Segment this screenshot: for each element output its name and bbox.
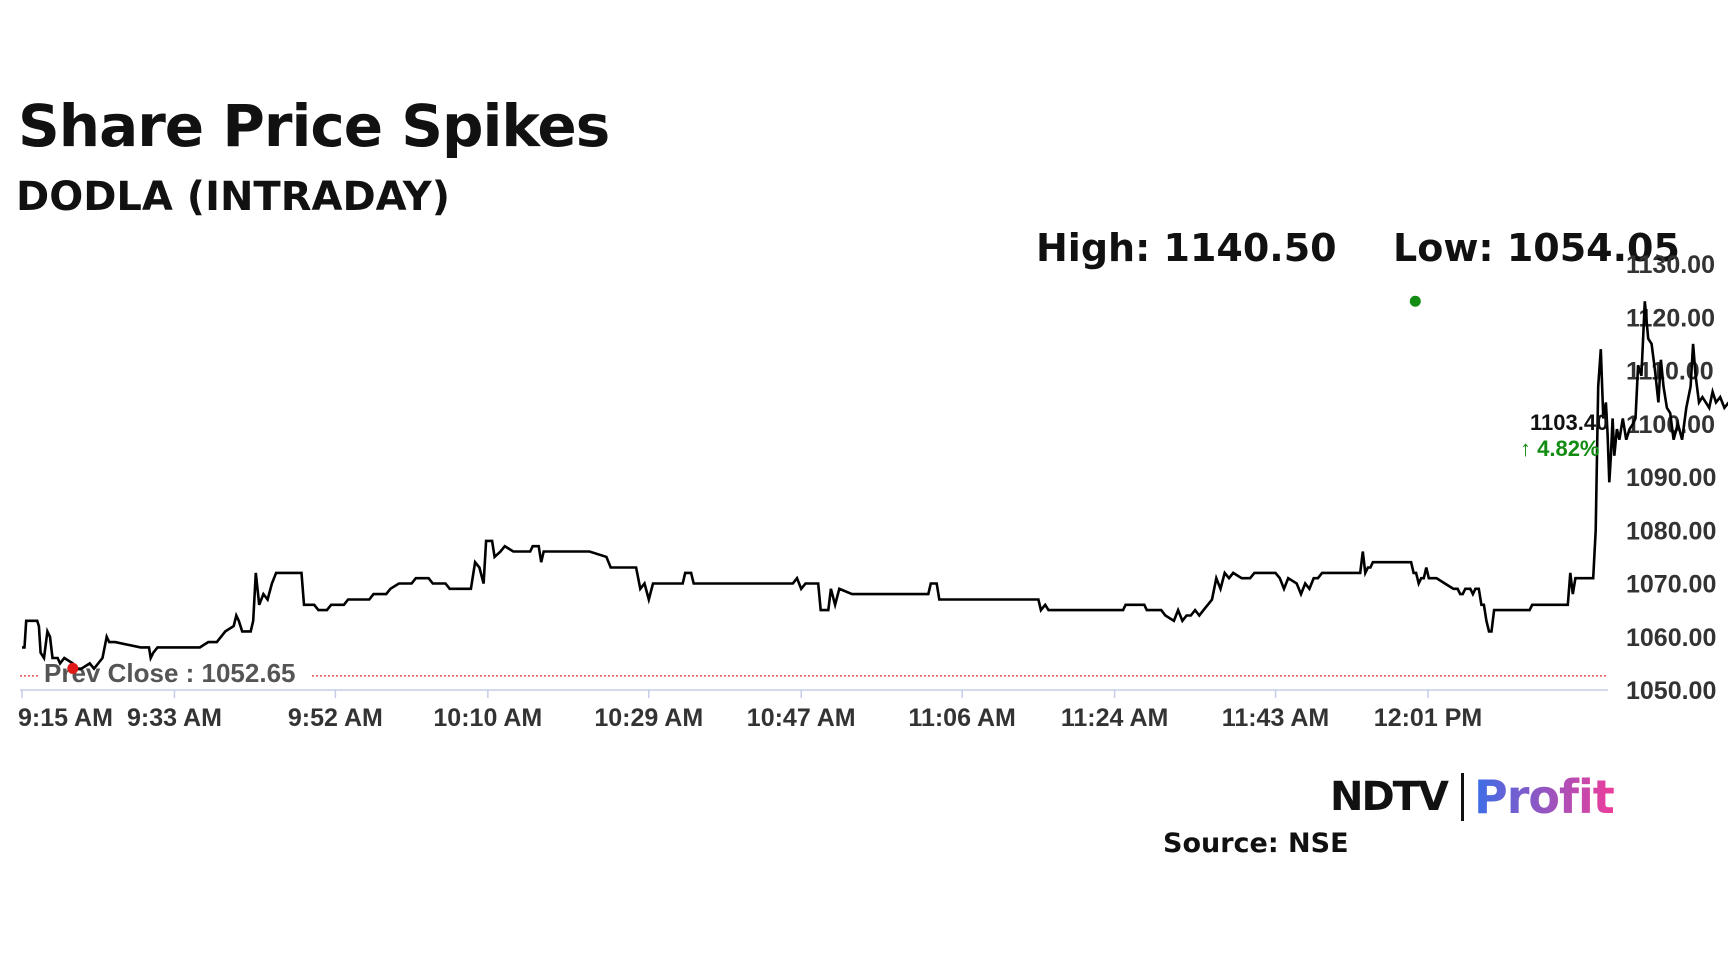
x-tick-label: 9:33 AM — [127, 704, 222, 732]
x-tick-label: 9:52 AM — [288, 704, 383, 732]
source-note: Source: NSE — [1163, 828, 1349, 859]
price-line — [22, 301, 1728, 671]
prev-close-label: Prev Close : 1052.65 — [44, 658, 296, 688]
x-tick-label: 12:01 PM — [1374, 704, 1482, 732]
y-tick-label: 1070.00 — [1626, 571, 1716, 599]
x-tick-label: 11:24 AM — [1061, 704, 1168, 732]
y-tick-label: 1060.00 — [1626, 624, 1716, 652]
last-price-label: 1103.40 — [1530, 410, 1608, 435]
low-marker — [67, 662, 79, 674]
y-tick-label: 1050.00 — [1626, 677, 1716, 705]
ndtv-profit-logo: NDTV Profit — [1330, 770, 1616, 824]
y-tick-label: 1080.00 — [1626, 517, 1716, 545]
x-tick-label: 10:29 AM — [594, 704, 703, 732]
high-marker — [1409, 295, 1421, 307]
change-percent-label: ↑ 4.82% — [1520, 436, 1600, 461]
logo-divider — [1460, 773, 1464, 821]
prev-close-label-bg — [40, 656, 312, 687]
x-tick-label: 11:43 AM — [1222, 704, 1329, 732]
x-tick-label: 9:15 AM — [18, 704, 113, 732]
x-tick-label: 10:10 AM — [433, 704, 542, 732]
x-tick-label: 11:06 AM — [908, 704, 1015, 732]
page-subtitle: DODLA (INTRADAY) — [16, 174, 451, 220]
y-tick-label: 1130.00 — [1626, 251, 1715, 279]
low-label: Low: 1054.05 — [1393, 226, 1680, 270]
high-label: High: 1140.50 — [1036, 226, 1337, 270]
x-tick-label: 10:47 AM — [747, 704, 856, 732]
page-title: Share Price Spikes — [18, 92, 610, 160]
y-tick-label: 1120.00 — [1626, 304, 1715, 332]
logo-ndtv: NDTV — [1330, 774, 1449, 820]
svg-text:Profit: Profit — [1474, 770, 1614, 824]
logo-profit: Profit — [1474, 770, 1615, 824]
y-tick-label: 1090.00 — [1626, 464, 1716, 492]
